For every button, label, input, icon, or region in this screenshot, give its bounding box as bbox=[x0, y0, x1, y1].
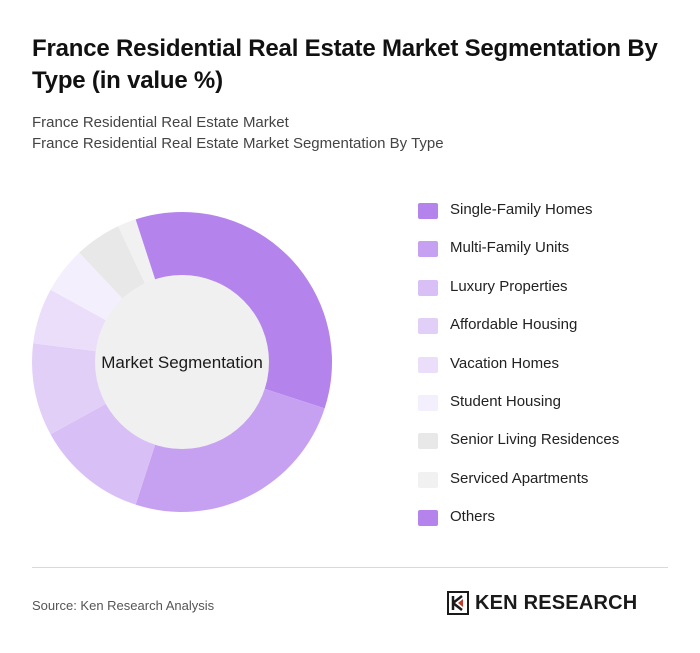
donut-hole bbox=[95, 275, 269, 449]
chart-legend: Single-Family Homes Multi-Family Units Lux… bbox=[418, 198, 688, 544]
legend-swatch bbox=[418, 510, 438, 527]
legend-label: Luxury Properties bbox=[450, 277, 568, 295]
legend-swatch bbox=[418, 471, 438, 488]
ken-logo-text: KEN RESEARCH bbox=[475, 591, 638, 614]
legend-label: Affordable Housing bbox=[450, 316, 578, 334]
legend-swatch bbox=[418, 279, 438, 296]
legend-item[interactable]: Serviced Apartments bbox=[418, 467, 688, 505]
legend-label: Single-Family Homes bbox=[450, 201, 593, 218]
legend-label: Multi-Family Units bbox=[450, 239, 570, 257]
legend-swatch bbox=[418, 241, 438, 258]
legend-item[interactable]: Student Housing bbox=[418, 390, 688, 428]
legend-label: Serviced Apartments bbox=[450, 469, 589, 487]
legend-item[interactable]: Affordable Housing bbox=[418, 313, 688, 351]
legend-swatch bbox=[418, 433, 438, 450]
legend-swatch bbox=[418, 394, 438, 411]
legend-swatch bbox=[418, 203, 438, 219]
legend-item[interactable]: Luxury Properties bbox=[418, 275, 688, 313]
legend-item[interactable]: Senior Living Residences bbox=[418, 428, 688, 466]
legend-item[interactable]: Vacation Homes bbox=[418, 352, 688, 390]
ken-logo-icon bbox=[447, 591, 469, 615]
source-text: Source: Ken Research Analysis bbox=[32, 598, 215, 613]
legend-item[interactable]: Others bbox=[418, 505, 688, 543]
legend-label: Senior Living Residences bbox=[450, 431, 620, 449]
legend-label: Vacation Homes bbox=[450, 354, 559, 372]
center-label: Market Segmentation bbox=[101, 353, 263, 372]
legend-label: Others bbox=[450, 508, 496, 526]
breadcrumb-market: France Residential Real Estate Market bbox=[32, 114, 289, 131]
page-title: France Residential Real Estate Market Se… bbox=[32, 35, 658, 94]
legend-label: Student Housing bbox=[450, 392, 561, 410]
legend-item[interactable]: Single-Family Homes bbox=[418, 198, 688, 236]
breadcrumb-segmentation: France Residential Real Estate Market Se… bbox=[32, 135, 444, 152]
legend-swatch bbox=[418, 318, 438, 335]
donut-chart: Market Segmentation bbox=[31, 212, 332, 512]
legend-item[interactable]: Multi-Family Units bbox=[418, 236, 688, 274]
footer-divider bbox=[32, 567, 668, 568]
ken-research-logo: KEN RESEARCH bbox=[447, 591, 637, 615]
legend-swatch bbox=[418, 356, 438, 373]
